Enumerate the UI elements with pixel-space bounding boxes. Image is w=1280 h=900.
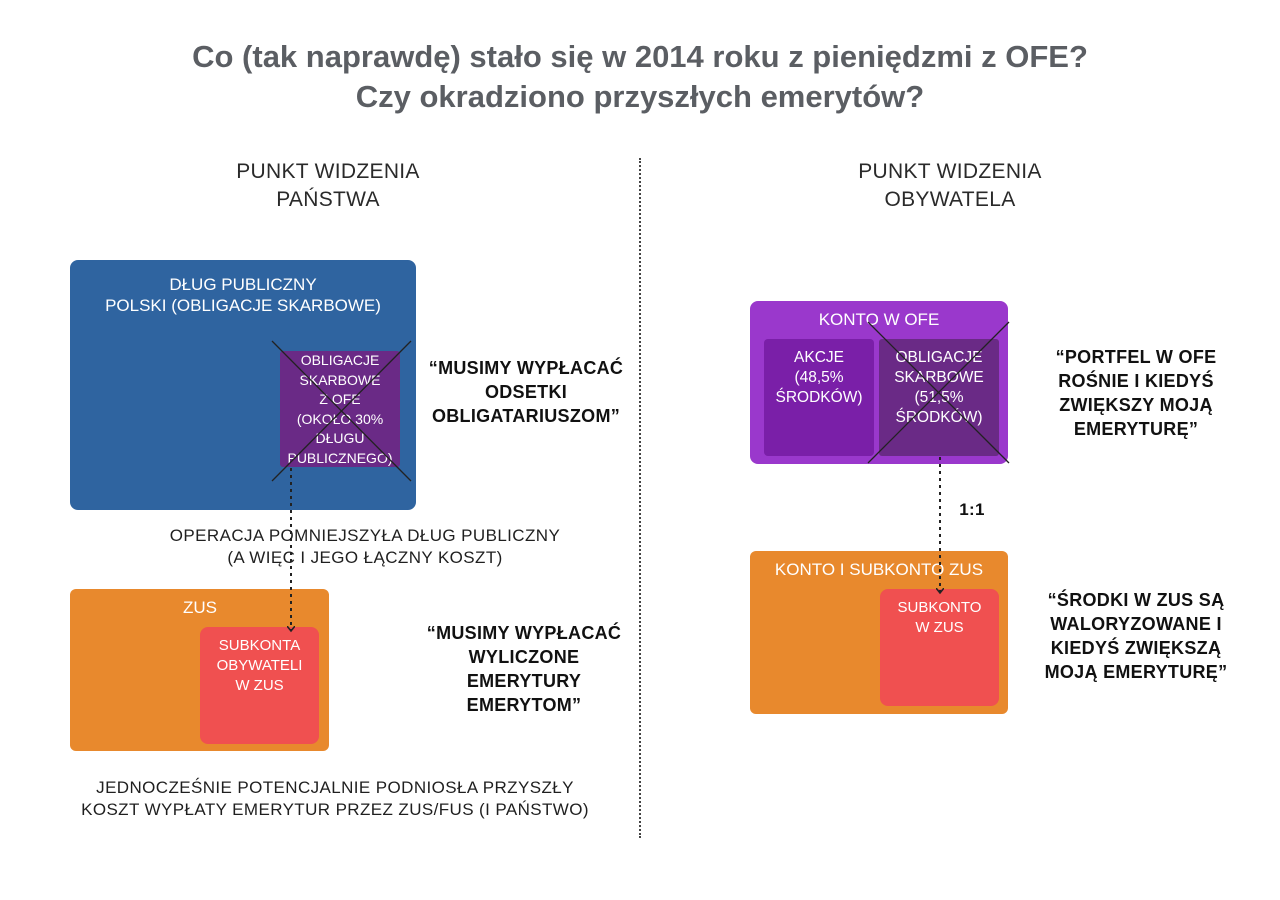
state-quote-interest: “MUSIMY WYPŁACAĆ ODSETKI OBLIGATARIUSZOM… bbox=[415, 356, 637, 428]
future-cost-note: JEDNOCZEŚNIE POTENCJALNIE PODNIOSŁA PRZY… bbox=[40, 777, 630, 821]
subaccounts-line: OBYWATELI bbox=[216, 657, 303, 674]
debt-reduction-note: OPERACJA POMNIEJSZYŁA DŁUG PUBLICZNY (A … bbox=[100, 525, 630, 569]
quote-line: “PORTFEL W OFE bbox=[1055, 347, 1217, 367]
stocks-line: (48,5% bbox=[794, 369, 844, 386]
page-title: Co (tak naprawdę) stało się w 2014 roku … bbox=[0, 37, 1280, 117]
ofe-bonds-line: Z OFE bbox=[319, 391, 361, 407]
stocks-label: AKCJE (48,5% ŚRODKÓW) bbox=[764, 348, 874, 408]
quote-line: ZWIĘKSZY MOJĄ bbox=[1059, 395, 1213, 415]
title-line-1: Co (tak naprawdę) stało się w 2014 roku … bbox=[192, 39, 1088, 74]
quote-line: MOJĄ EMERYTURĘ” bbox=[1044, 662, 1228, 682]
ofe-bonds-label: OBLIGACJE SKARBOWE Z OFE (OKOŁO 30% DŁUG… bbox=[280, 351, 400, 468]
quote-line: WYLICZONE bbox=[468, 647, 580, 667]
quote-line: WALORYZOWANE I bbox=[1050, 614, 1222, 634]
quote-line: EMERYTURY bbox=[466, 671, 582, 691]
public-debt-line-1: DŁUG PUBLICZNY bbox=[169, 275, 317, 294]
right-heading: PUNKT WIDZENIA OBYWATELA bbox=[800, 158, 1100, 214]
quote-line: EMERYTOM” bbox=[466, 695, 582, 715]
left-heading: PUNKT WIDZENIA PAŃSTWA bbox=[178, 158, 478, 214]
subaccount-line: W ZUS bbox=[915, 619, 964, 636]
quote-line: ODSETKI bbox=[484, 382, 568, 402]
subaccount-line: SUBKONTO bbox=[897, 599, 982, 616]
bonds-line: OBLIGACJE bbox=[895, 349, 983, 366]
public-debt-label: DŁUG PUBLICZNY POLSKI (OBLIGACJE SKARBOW… bbox=[70, 274, 416, 316]
quote-line: OBLIGATARIUSZOM” bbox=[431, 406, 621, 426]
quote-line: “MUSIMY WYPŁACAĆ bbox=[426, 623, 622, 643]
citizen-quote-zus: “ŚRODKI W ZUS SĄ WALORYZOWANE I KIEDYŚ Z… bbox=[1036, 588, 1236, 684]
bonds-line: SKARBOWE bbox=[894, 369, 984, 386]
ofe-bonds-line: DŁUGU bbox=[315, 430, 365, 446]
quote-line: EMERYTURĘ” bbox=[1073, 419, 1199, 439]
note-line: KOSZT WYPŁATY EMERYTUR PRZEZ ZUS/FUS (I … bbox=[81, 800, 589, 819]
ofe-bonds-line: OBLIGACJE bbox=[300, 352, 380, 368]
left-heading-line-1: PUNKT WIDZENIA bbox=[236, 160, 420, 183]
ofe-bonds-line: PUBLICZNEGO) bbox=[287, 449, 393, 466]
citizen-subaccounts-label: SUBKONTA OBYWATELI W ZUS bbox=[200, 636, 319, 696]
zus-label: ZUS bbox=[183, 598, 217, 617]
bonds-line: ŚRODKÓW) bbox=[895, 409, 983, 426]
right-heading-line-1: PUNKT WIDZENIA bbox=[858, 160, 1042, 183]
state-quote-pensions: “MUSIMY WYPŁACAĆ WYLICZONE EMERYTURY EME… bbox=[413, 621, 635, 717]
stocks-box bbox=[764, 339, 874, 456]
citizen-quote-ofe: “PORTFEL W OFE ROŚNIE I KIEDYŚ ZWIĘKSZY … bbox=[1036, 345, 1236, 441]
note-line: OPERACJA POMNIEJSZYŁA DŁUG PUBLICZNY bbox=[169, 526, 561, 545]
ofe-bonds-line: SKARBOWE bbox=[299, 371, 381, 388]
ofe-bonds-line: (OKOŁO 30% bbox=[296, 410, 384, 427]
left-heading-line-2: PAŃSTWA bbox=[276, 188, 380, 211]
zus-account-label: KONTO I SUBKONTO ZUS bbox=[774, 560, 984, 579]
center-divider bbox=[639, 158, 641, 838]
note-line: JEDNOCZEŚNIE POTENCJALNIE PODNIOSŁA PRZY… bbox=[96, 778, 574, 797]
quote-line: ROŚNIE I KIEDYŚ bbox=[1058, 371, 1214, 391]
note-line: (A WIĘC I JEGO ŁĄCZNY KOSZT) bbox=[227, 548, 503, 567]
zus-subaccount-label: SUBKONTO W ZUS bbox=[880, 598, 999, 638]
quote-line: “ŚRODKI W ZUS SĄ bbox=[1047, 590, 1225, 610]
ratio-label: 1:1 bbox=[959, 500, 985, 519]
ofe-account-label: KONTO W OFE bbox=[818, 310, 940, 329]
subaccounts-line: SUBKONTA bbox=[218, 637, 301, 654]
right-heading-line-2: OBYWATELA bbox=[884, 188, 1016, 211]
subaccounts-line: W ZUS bbox=[235, 677, 284, 694]
stocks-line: ŚRODKÓW) bbox=[775, 389, 863, 406]
bonds-line: (51,5% bbox=[914, 389, 964, 406]
citizen-bonds-label: OBLIGACJE SKARBOWE (51,5% ŚRODKÓW) bbox=[879, 348, 999, 428]
quote-line: “MUSIMY WYPŁACAĆ bbox=[428, 358, 624, 378]
citizen-subaccounts-box bbox=[200, 627, 319, 744]
title-line-2: Czy okradziono przyszłych emerytów? bbox=[355, 79, 925, 114]
stocks-line: AKCJE bbox=[794, 349, 844, 366]
zus-subaccount-box bbox=[880, 589, 999, 706]
public-debt-line-2: POLSKI (OBLIGACJE SKARBOWE) bbox=[105, 296, 381, 315]
quote-line: KIEDYŚ ZWIĘKSZĄ bbox=[1050, 638, 1222, 658]
